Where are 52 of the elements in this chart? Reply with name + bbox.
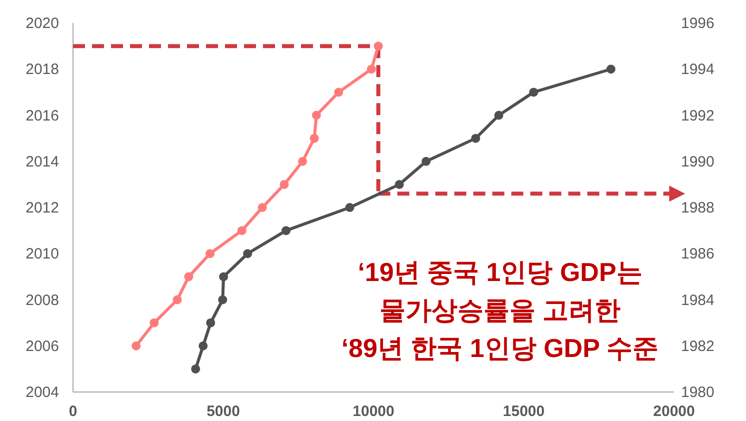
point [206, 249, 215, 258]
y2-tick-label: 1980 [681, 384, 714, 401]
point [310, 134, 319, 143]
x-tick-label: 15000 [502, 403, 545, 420]
point [471, 134, 480, 143]
point [198, 341, 208, 350]
y2-tick-label: 1992 [681, 107, 714, 124]
point [258, 203, 267, 212]
y2-tick-label: 1990 [681, 153, 714, 170]
y-tick-label: 2006 [26, 338, 59, 355]
point [219, 272, 228, 282]
point [243, 249, 252, 258]
x-tick-label: 0 [68, 403, 78, 420]
y-tick-label: 2010 [26, 246, 59, 263]
y-tick-label: 2020 [26, 15, 59, 32]
point [172, 295, 182, 304]
point [206, 318, 216, 328]
annotation: ‘19년 중국 1인당 GDP는 물가상승률을 고려한 ‘89년 한국 1인당 GDP 수준 [341, 257, 659, 363]
point [494, 110, 504, 120]
point [280, 180, 289, 189]
y-tick-label: 2018 [26, 61, 59, 78]
point [312, 110, 321, 120]
x-tick-label: 5000 [206, 403, 240, 420]
point [374, 42, 383, 51]
y-tick-label: 2012 [26, 200, 59, 216]
y-tick-label: 2004 [26, 384, 59, 401]
y2-tick-label: 1982 [681, 338, 714, 355]
point [282, 226, 291, 236]
point [606, 64, 616, 74]
point [334, 88, 344, 97]
point [150, 318, 159, 328]
y-tick-label: 2008 [26, 292, 59, 309]
point [184, 272, 194, 282]
point [366, 64, 376, 74]
point [237, 226, 246, 236]
point [394, 180, 404, 189]
y2-tick-label: 1986 [681, 246, 714, 263]
y-tick-label: 2014 [26, 153, 59, 170]
y2-tick-label: 1984 [681, 292, 714, 309]
y2-tick-label: 1996 [681, 15, 714, 32]
y-tick-label: 2016 [26, 107, 59, 124]
y2-tick-label: 1988 [681, 200, 714, 216]
x-tick-label: 20000 [653, 403, 695, 420]
point [191, 364, 200, 374]
x-tick-label: 10000 [352, 403, 394, 420]
point [132, 341, 141, 350]
point [422, 156, 431, 166]
y2-tick-label: 1994 [681, 61, 714, 78]
point [345, 203, 354, 212]
point [298, 156, 308, 166]
point [218, 295, 228, 304]
point [529, 88, 538, 97]
